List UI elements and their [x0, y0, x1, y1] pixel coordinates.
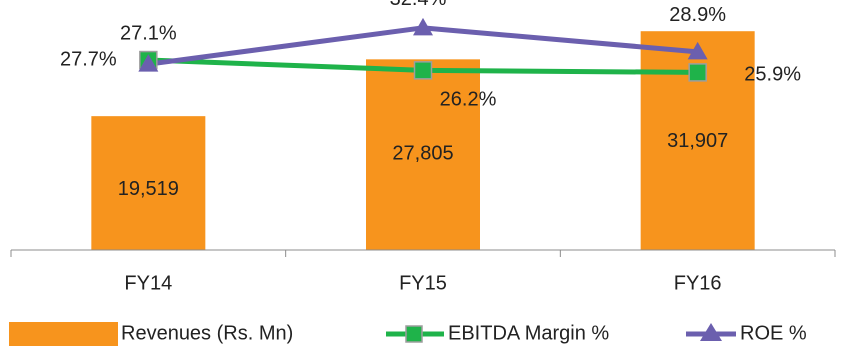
roe-label-fy14: 27.1%	[120, 22, 177, 44]
x-tick-label-fy15: FY15	[399, 272, 447, 294]
roe-label-fy16: 28.9%	[669, 4, 726, 26]
legend-marker-roe	[700, 323, 722, 341]
roe-marker-fy14	[138, 54, 159, 72]
ebitda-label-fy14: 27.7%	[60, 48, 117, 70]
ebitda-marker-fy15	[413, 61, 433, 80]
roe-marker-fy16	[687, 41, 708, 60]
legend-swatch-revenues	[9, 322, 118, 346]
bar-fy15	[366, 59, 480, 250]
roe-marker-fy15	[413, 17, 433, 36]
legend-label-ebitda: EBITDA Margin %	[448, 322, 609, 344]
ebitda-label-fy16: 25.9%	[744, 64, 801, 86]
legend-label-roe: ROE %	[740, 322, 807, 344]
x-tick-label-fy16: FY16	[674, 272, 722, 294]
ebitda-label-fy15: 26.2%	[440, 89, 497, 111]
legend-marker-ebitda	[405, 325, 423, 343]
bar-value-label-fy16: 31,907	[667, 130, 728, 152]
roe-label-fy15: 32.4%	[390, 0, 447, 10]
bar-fy14	[91, 116, 206, 250]
x-tick-label-fy14: FY14	[124, 272, 172, 294]
bar-value-label-fy15: 27,805	[392, 142, 453, 164]
legend-label-revenues: Revenues (Rs. Mn)	[121, 322, 293, 344]
bar-value-label-fy14: 19,519	[118, 178, 179, 200]
ebitda-marker-fy16	[688, 63, 707, 82]
legend: Revenues (Rs. Mn) EBITDA Margin % ROE %	[9, 322, 807, 346]
